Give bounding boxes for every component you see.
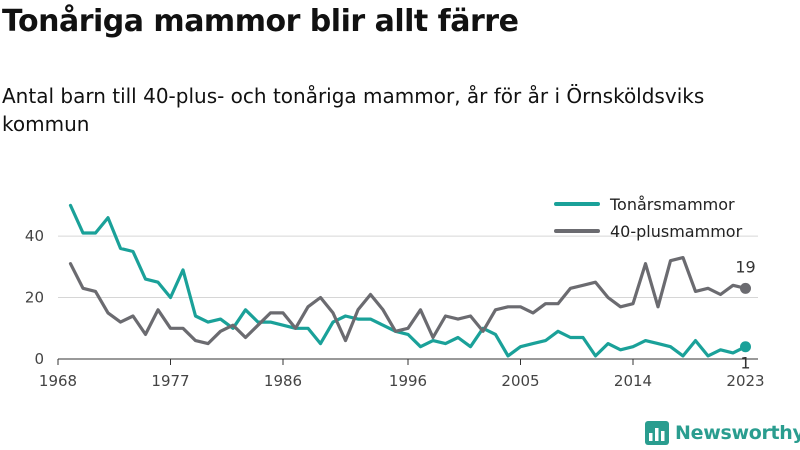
brand-logo: Newsworthy (645, 420, 800, 446)
end-point-forty (740, 282, 751, 294)
end-labels: 19 1 (735, 257, 755, 372)
gridlines (58, 235, 758, 299)
legend-label-teen: Tonårsmammor (609, 195, 735, 214)
chart-subtitle: Antal barn till 40-plus- och tonåriga ma… (2, 84, 705, 136)
x-tick-label-1996: 1996 (389, 372, 427, 390)
y-axis-labels: 0 20 40 (25, 227, 44, 368)
legend: Tonårsmammor 40-plusmammor (554, 195, 743, 241)
chart-title: Tonåriga mammor blir allt färre (2, 4, 519, 39)
x-tick-label-1977: 1977 (151, 372, 189, 390)
x-tick-label-1968: 1968 (39, 372, 77, 390)
end-label-forty: 19 (735, 257, 755, 276)
legend-label-forty: 40-plusmammor (610, 222, 743, 241)
series-lines (68, 203, 751, 358)
y-tick-label-40: 40 (25, 227, 44, 245)
end-label-teen: 1 (740, 354, 750, 373)
brand-name: Newsworthy (675, 422, 800, 444)
series-line-forty (68, 256, 748, 346)
end-point-teen (740, 341, 751, 353)
x-tick-label-2014: 2014 (614, 372, 652, 390)
series-line-teen (68, 203, 748, 358)
x-axis: 1968 1977 1986 1996 2005 2014 2023 (39, 358, 765, 390)
x-tick-label-1986: 1986 (264, 372, 302, 390)
bar-chart-logo-icon (645, 421, 669, 445)
x-tick-label-2005: 2005 (501, 372, 539, 390)
y-tick-label-20: 20 (25, 289, 44, 307)
x-tick-label-2023: 2023 (726, 372, 764, 390)
y-tick-label-0: 0 (34, 350, 44, 368)
